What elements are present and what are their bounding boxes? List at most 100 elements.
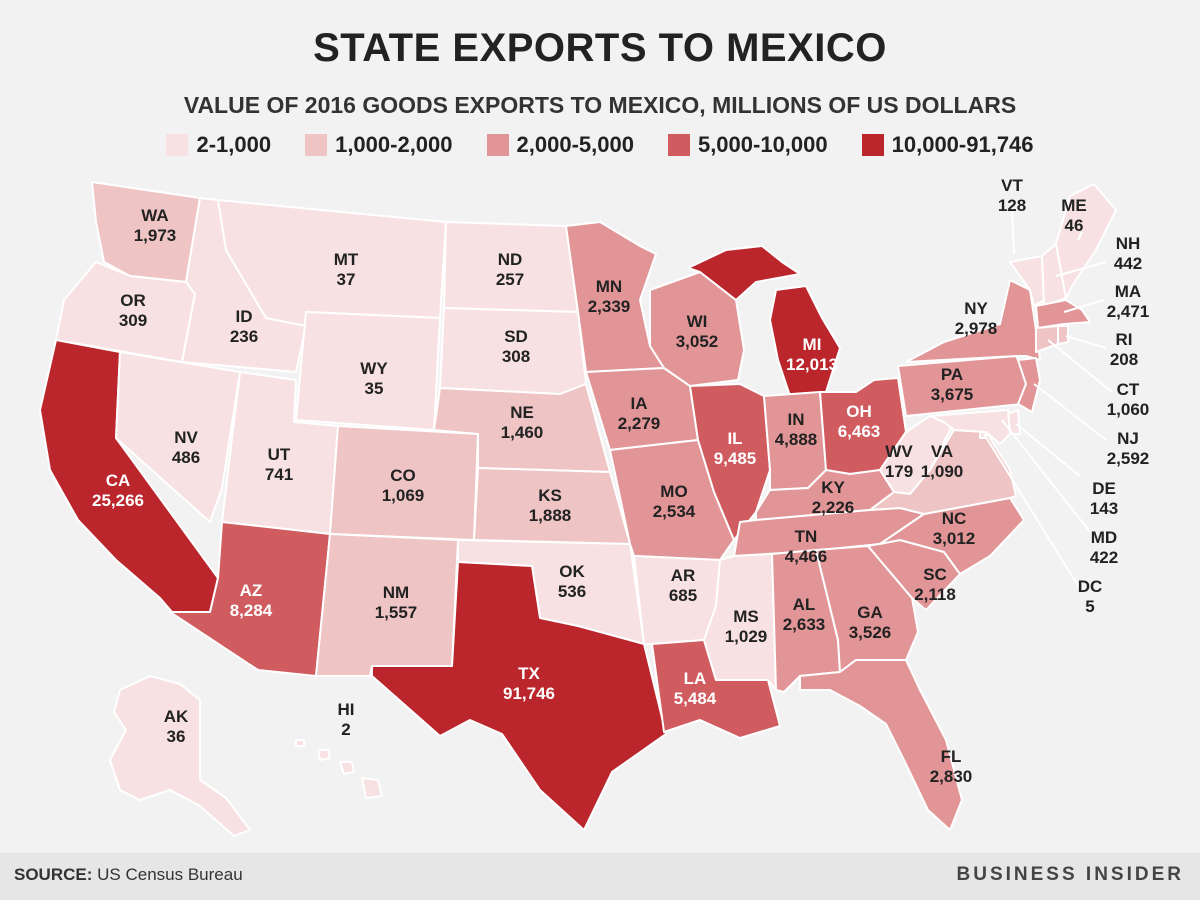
- legend-swatch-5: [861, 134, 884, 156]
- state-label-ne: NE 1,460: [501, 403, 544, 442]
- state-ct: [1035, 325, 1059, 353]
- state-label-ny: NY 2,978: [955, 299, 998, 338]
- source-label: SOURCE:: [14, 865, 93, 884]
- state-label-tn: TN 4,466: [785, 527, 828, 566]
- legend-label-4: 5,000-10,000: [697, 132, 828, 157]
- state-label-de: DE 143: [1090, 479, 1118, 518]
- state-label-hi: HI 2: [338, 700, 355, 739]
- state-me: [1055, 183, 1117, 299]
- legend-swatch-4: [667, 134, 690, 156]
- state-label-co: CO 1,069: [382, 466, 425, 505]
- brand-logo: BUSINESS INSIDER: [956, 864, 1184, 885]
- state-label-al: AL 2,633: [783, 595, 826, 634]
- page-title: STATE EXPORTS TO MEXICO: [313, 26, 887, 70]
- legend-label-1: 2-1,000: [196, 132, 272, 157]
- leader-ri: [1065, 335, 1107, 349]
- state-mi-upper: [687, 245, 801, 301]
- state-label-me: ME 46: [1061, 196, 1087, 235]
- state-label-il: IL 9,485: [714, 429, 757, 468]
- legend-item-4: 5,000-10,000: [667, 132, 828, 158]
- state-label-wi: WI 3,052: [676, 312, 719, 351]
- legend-swatch-3: [486, 134, 509, 156]
- legend-label-3: 2,000-5,000: [516, 132, 634, 157]
- state-label-oh: OH 6,463: [838, 402, 881, 441]
- state-ms: [703, 553, 777, 691]
- state-label-wa: WA 1,973: [134, 206, 177, 245]
- state-ak: [109, 675, 251, 837]
- state-label-nj: NJ 2,592: [1107, 429, 1150, 468]
- state-ny: [905, 279, 1041, 363]
- state-label-sc: SC 2,118: [914, 565, 956, 604]
- state-label-az: AZ 8,284: [230, 581, 273, 620]
- state-hi: [295, 739, 383, 799]
- legend-swatch-1: [166, 134, 189, 156]
- state-label-in: IN 4,888: [775, 410, 818, 449]
- legend-label-2: 1,000-2,000: [335, 132, 453, 157]
- state-label-fl: FL 2,830: [930, 747, 973, 786]
- state-label-pa: PA 3,675: [931, 365, 974, 404]
- page-subtitle: VALUE OF 2016 GOODS EXPORTS TO MEXICO, M…: [183, 92, 1017, 118]
- us-choropleth-map: WA 1,973 OR 309 CA 25,266 ID 236 NV 486 MT 37 …: [39, 176, 1150, 837]
- legend-item-3: 2,000-5,000: [486, 132, 634, 158]
- state-label-ms: MS 1,029: [725, 607, 768, 646]
- state-wv: [879, 415, 953, 495]
- state-fl: [799, 659, 963, 831]
- state-label-dc: DC 5: [1078, 577, 1103, 616]
- source-text: US Census Bureau: [97, 865, 243, 884]
- leader-me: [1077, 231, 1083, 241]
- state-tx: [371, 561, 667, 831]
- state-mn: [565, 221, 665, 373]
- leader-nj: [1033, 383, 1107, 441]
- state-label-mo: MO 2,534: [653, 482, 696, 521]
- state-nj: [1017, 357, 1041, 413]
- legend-item-2: 1,000-2,000: [305, 132, 453, 158]
- state-label-ok: OK 536: [558, 562, 586, 601]
- state-label-id: ID 236: [230, 307, 258, 346]
- leader-md: [1001, 419, 1091, 533]
- legend-item-5: 10,000-91,746: [861, 132, 1034, 158]
- state-label-ca: CA 25,266: [92, 471, 144, 510]
- leader-nh: [1055, 261, 1107, 277]
- state-label-mt: MT 37: [334, 250, 359, 289]
- state-label-nd: ND 257: [496, 250, 524, 289]
- leader-de: [1015, 423, 1081, 477]
- state-label-tx: TX 91,746: [503, 664, 555, 703]
- state-label-nv: NV 486: [172, 428, 200, 467]
- state-label-sd: SD 308: [502, 327, 530, 366]
- state-label-ga: GA 3,526: [849, 603, 892, 642]
- state-label-md: MD 422: [1090, 528, 1118, 567]
- state-label-va: VA 1,090: [921, 442, 964, 481]
- legend-item-1: 2-1,000: [166, 132, 271, 158]
- legend: 2-1,000 1,000-2,000 2,000-5,000 5,000-10…: [0, 132, 1200, 158]
- source-note: SOURCE: US Census Bureau: [14, 865, 243, 885]
- state-label-la: LA 5,484: [674, 669, 717, 708]
- leader-ct: [1047, 339, 1113, 393]
- state-label-ma: MA 2,471: [1107, 282, 1150, 321]
- state-label-nc: NC 3,012: [933, 509, 976, 548]
- state-label-wy: WY 35: [360, 359, 388, 398]
- state-vt: [1009, 255, 1045, 307]
- state-label-ar: AR 685: [669, 566, 697, 605]
- state-ma: [1035, 299, 1091, 329]
- state-label-vt: VT 128: [998, 176, 1026, 215]
- state-label-ut: UT 741: [265, 445, 293, 484]
- leader-ma: [1063, 299, 1105, 313]
- state-label-ia: IA 2,279: [618, 394, 661, 433]
- state-label-nm: NM 1,557: [375, 583, 418, 622]
- state-label-ky: KY 2,226: [812, 478, 855, 517]
- state-nv: [115, 351, 241, 523]
- leader-dc: [983, 433, 1083, 593]
- state-label-ri: RI 208: [1110, 330, 1138, 369]
- state-label-wv: WV 179: [885, 442, 914, 481]
- state-label-nh: NH 442: [1114, 234, 1142, 273]
- legend-label-5: 10,000-91,746: [891, 132, 1034, 157]
- state-label-ks: KS 1,888: [529, 486, 572, 525]
- state-label-mn: MN 2,339: [588, 277, 631, 316]
- state-md: [929, 409, 1011, 445]
- state-label-ct: CT 1,060: [1107, 380, 1150, 419]
- state-ri: [1057, 325, 1069, 345]
- state-label-or: OR 309: [119, 291, 147, 330]
- legend-swatch-2: [305, 134, 328, 156]
- state-label-mi: MI 12,013: [786, 335, 838, 374]
